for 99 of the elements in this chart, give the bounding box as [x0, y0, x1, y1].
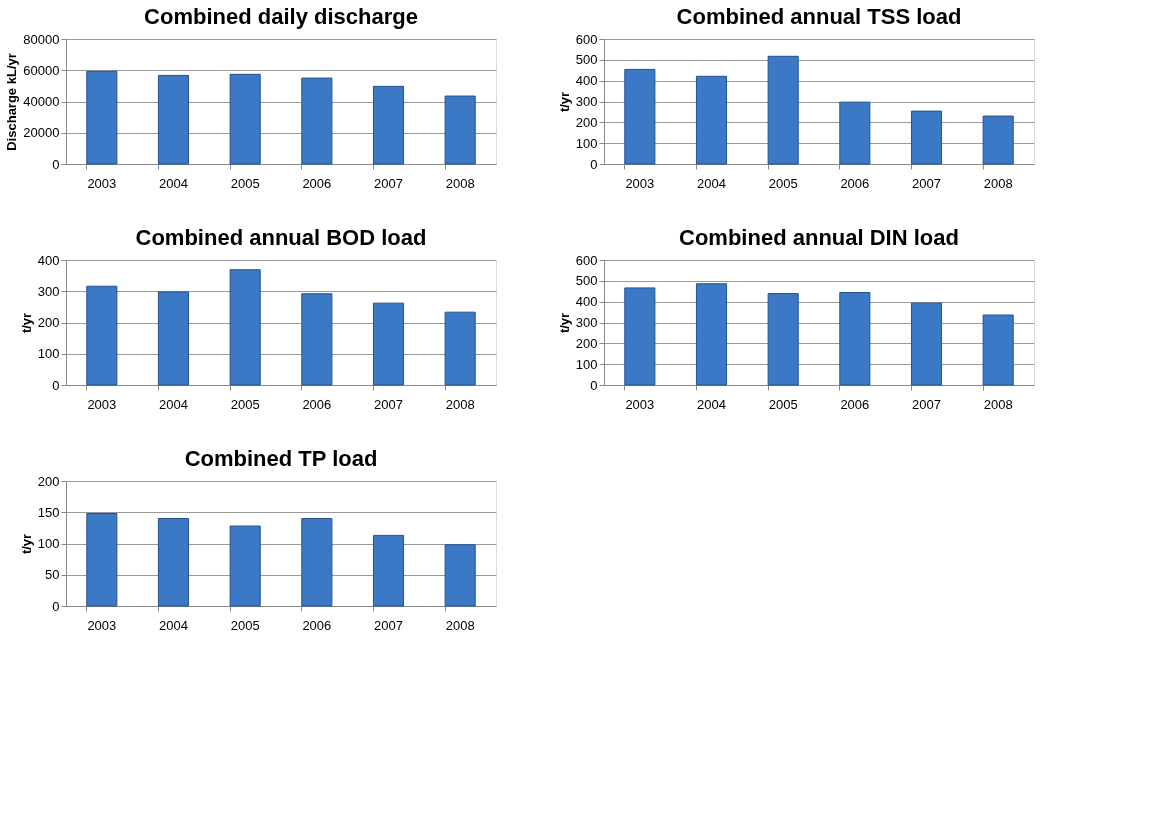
chart-title: Combined daily discharge — [144, 4, 418, 29]
y-tick-label: 100 — [37, 536, 60, 551]
bar — [444, 544, 476, 607]
bar — [372, 534, 405, 607]
bar — [157, 518, 190, 607]
y-tick-label: 0 — [52, 377, 60, 393]
x-tick-label: 2007 — [374, 175, 403, 191]
bar — [372, 302, 405, 386]
y-tick-label: 200 — [37, 315, 60, 330]
bar — [372, 85, 405, 165]
bar — [767, 293, 799, 386]
x-tick-label: 2003 — [87, 617, 117, 633]
bar — [86, 70, 118, 165]
chart-title: Combined annual BOD load — [135, 225, 427, 250]
x-tick-label: 2008 — [445, 396, 475, 412]
y-tick-label: 600 — [575, 252, 598, 268]
y-tick-label: 300 — [575, 94, 598, 109]
y-tick-label: 0 — [590, 377, 598, 393]
bar — [229, 269, 261, 386]
x-tick-label: 2005 — [230, 175, 260, 191]
y-axis-title: t/yr — [556, 312, 572, 334]
y-tick-label: 80000 — [23, 31, 60, 47]
bar — [86, 285, 118, 386]
x-tick-label: 2003 — [87, 396, 117, 412]
x-tick-label: 2004 — [159, 175, 188, 191]
x-tick-label: 2008 — [983, 396, 1013, 412]
x-tick-label: 2003 — [87, 175, 117, 191]
bar — [444, 95, 476, 165]
y-tick-label: 400 — [575, 73, 598, 89]
y-tick-label: 500 — [575, 52, 598, 68]
bar — [229, 73, 261, 165]
y-tick-label: 100 — [575, 356, 598, 372]
bar — [910, 110, 943, 165]
y-tick-label: 200 — [575, 114, 598, 130]
x-tick-label: 2007 — [374, 396, 403, 412]
x-tick-label: 2005 — [230, 617, 260, 633]
x-tick-label: 2004 — [159, 617, 188, 633]
y-tick-label: 200 — [37, 473, 60, 489]
bar — [910, 302, 943, 386]
y-axis-title: t/yr — [18, 312, 34, 334]
y-axis-title: Discharge kL/yr — [4, 53, 20, 151]
y-tick-label: 100 — [575, 135, 598, 151]
x-tick-label: 2005 — [768, 396, 798, 412]
x-tick-label: 2006 — [840, 396, 870, 412]
x-tick-label: 2006 — [840, 175, 870, 191]
x-tick-label: 2005 — [768, 175, 798, 191]
bar — [624, 68, 656, 165]
y-tick-label: 150 — [37, 504, 60, 520]
x-tick-label: 2006 — [302, 396, 332, 412]
y-tick-label: 40000 — [23, 94, 60, 109]
x-tick-label: 2003 — [625, 396, 655, 412]
bar — [839, 292, 871, 386]
y-tick-label: 600 — [575, 31, 598, 47]
bar — [301, 77, 333, 165]
bar — [301, 293, 333, 386]
y-tick-label: 200 — [575, 335, 598, 351]
x-tick-label: 2007 — [912, 396, 941, 412]
y-axis-title: t/yr — [556, 91, 572, 113]
x-tick-label: 2007 — [912, 175, 941, 191]
x-tick-label: 2008 — [445, 175, 475, 191]
x-tick-label: 2004 — [159, 396, 188, 412]
x-tick-label: 2003 — [625, 175, 655, 191]
y-tick-label: 60000 — [23, 62, 60, 78]
x-tick-label: 2005 — [230, 396, 260, 412]
bar — [982, 314, 1014, 386]
bar — [157, 74, 190, 165]
y-tick-label: 100 — [37, 346, 60, 362]
bar — [444, 311, 476, 386]
x-tick-label: 2008 — [445, 617, 475, 633]
chart-title: Combined annual DIN load — [679, 225, 959, 250]
bar — [982, 115, 1014, 165]
x-tick-label: 2007 — [374, 617, 403, 633]
chart-title: Combined annual TSS load — [676, 4, 962, 29]
bar — [839, 101, 871, 165]
bar — [86, 513, 118, 607]
x-tick-label: 2006 — [302, 617, 332, 633]
bar — [695, 75, 728, 165]
bar — [301, 518, 333, 607]
y-axis-title: t/yr — [18, 533, 34, 555]
y-tick-label: 50 — [45, 567, 60, 583]
x-tick-label: 2004 — [697, 396, 726, 412]
y-tick-label: 0 — [52, 598, 60, 614]
y-tick-label: 0 — [590, 156, 598, 172]
y-tick-label: 300 — [575, 315, 598, 330]
x-tick-label: 2008 — [983, 175, 1013, 191]
y-tick-label: 500 — [575, 273, 598, 289]
bar — [229, 525, 261, 607]
bar — [695, 283, 728, 386]
y-tick-label: 400 — [575, 294, 598, 310]
x-tick-label: 2004 — [697, 175, 726, 191]
y-tick-label: 20000 — [23, 125, 60, 141]
bar — [157, 291, 190, 386]
x-tick-label: 2006 — [302, 175, 332, 191]
bar — [624, 287, 656, 386]
chart-title: Combined TP load — [184, 446, 378, 471]
bar — [767, 55, 799, 165]
y-tick-label: 0 — [52, 156, 60, 172]
y-tick-label: 300 — [37, 283, 60, 299]
y-tick-label: 400 — [37, 252, 60, 268]
